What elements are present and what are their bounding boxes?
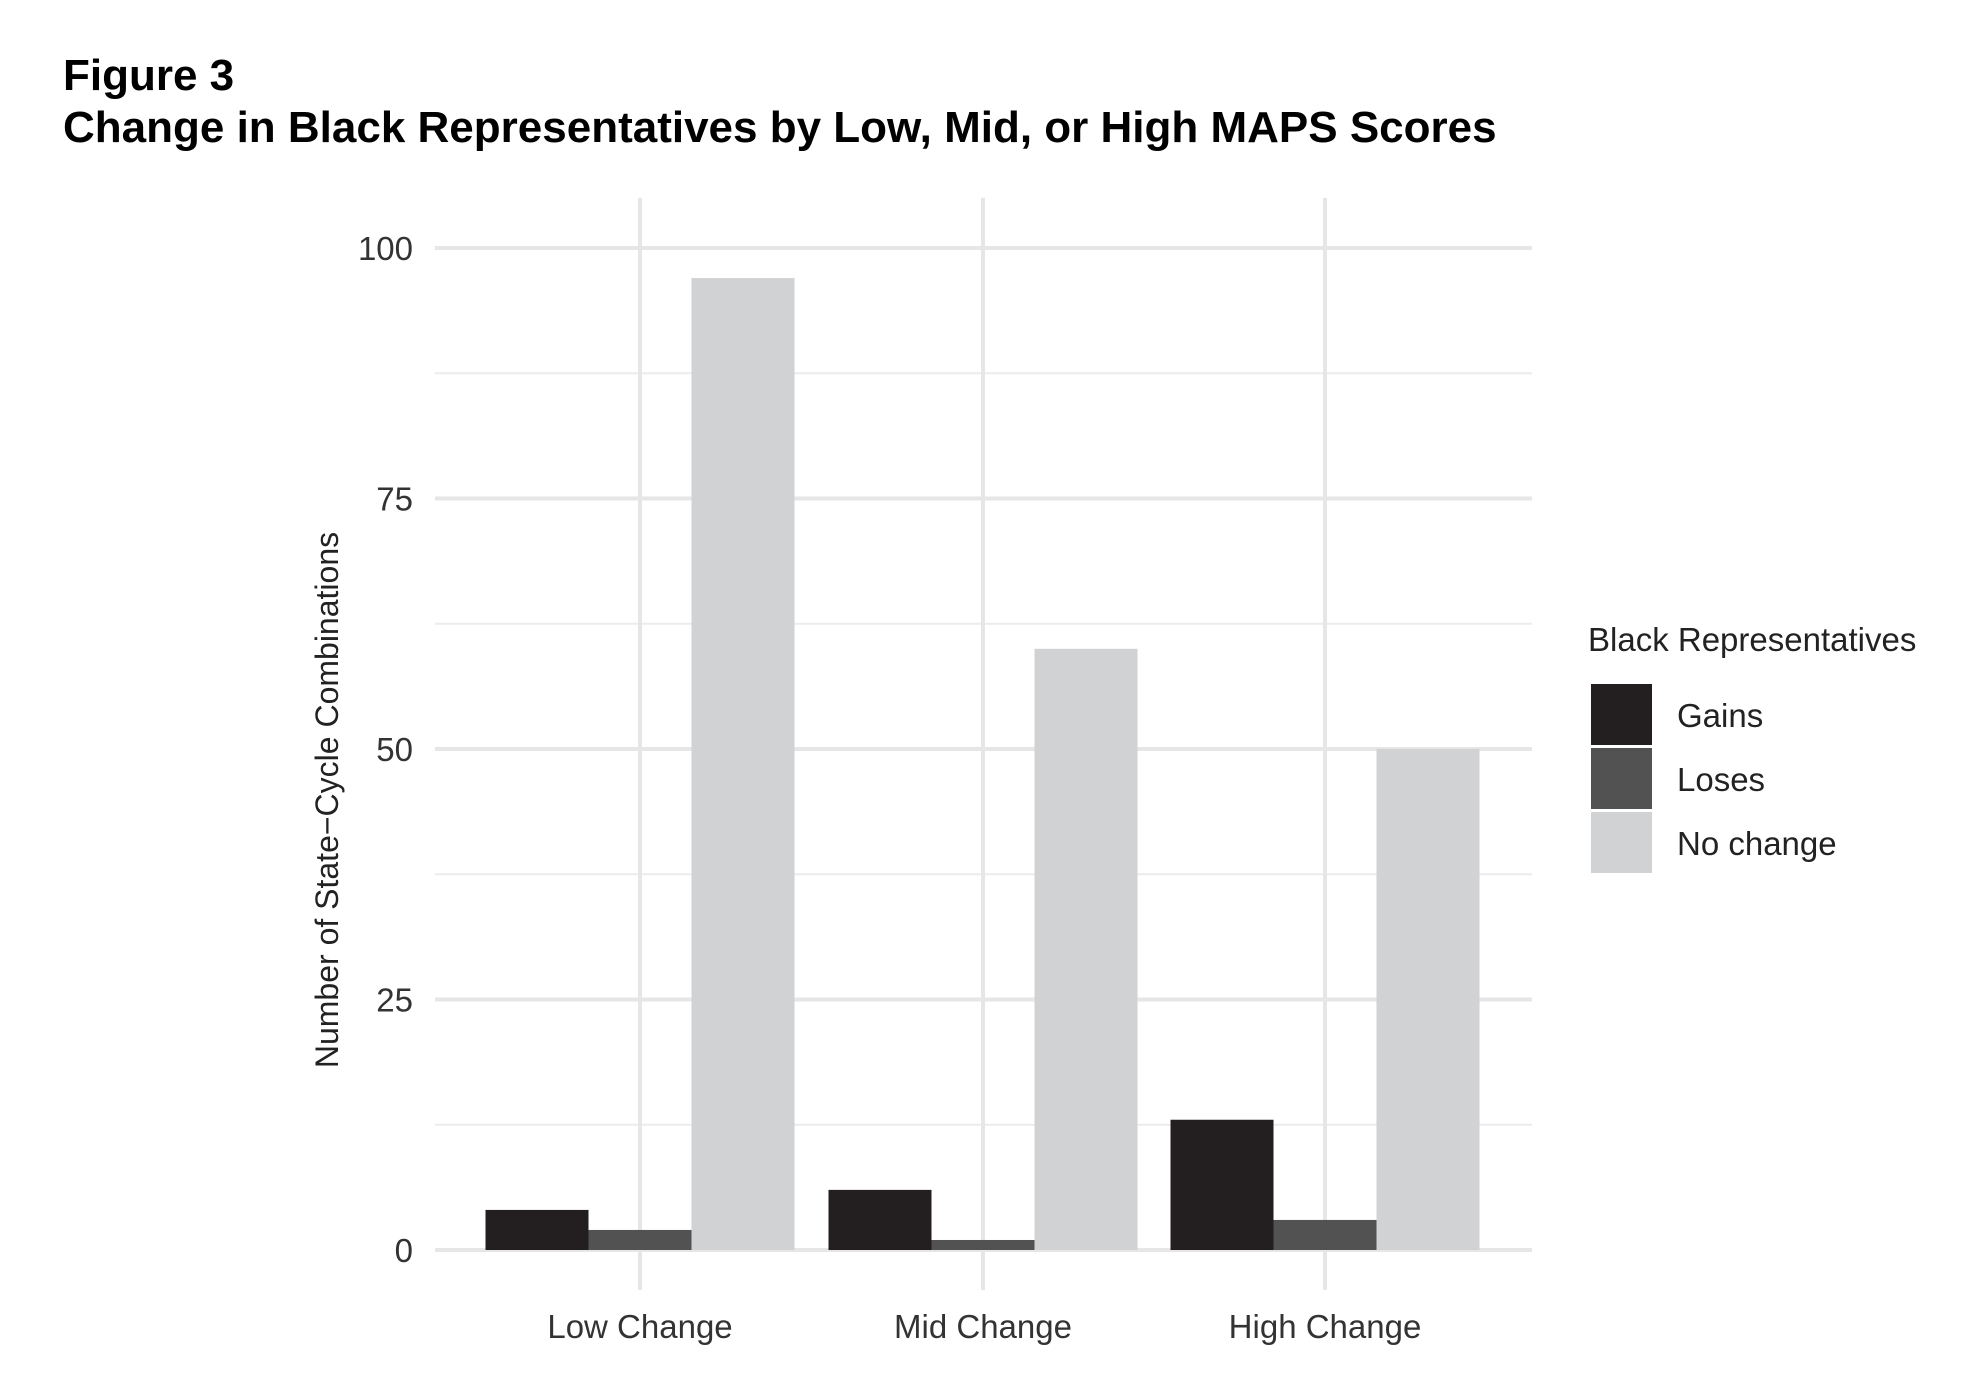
legend: Black Representatives Gains Loses No chang… [1588, 621, 1916, 873]
figure-title: Change in Black Representatives by Low, … [63, 103, 1497, 152]
legend-key-gains [1591, 684, 1652, 745]
bar-low-change-no-change [691, 278, 795, 1250]
x-tick-label-low-change: Low Change [547, 1308, 732, 1345]
bar-high-change-gains [1170, 1119, 1274, 1250]
legend-key-loses [1591, 748, 1652, 809]
y-tick-label: 0 [395, 1232, 413, 1269]
y-tick-label: 25 [376, 982, 413, 1019]
figure-label: Figure 3 [63, 51, 235, 100]
bars [485, 278, 1480, 1250]
y-tick-label: 50 [376, 731, 413, 768]
bar-low-change-gains [485, 1209, 589, 1250]
legend-key-no-change [1591, 812, 1652, 873]
x-tick-labels: Low Change Mid Change High Change [547, 1308, 1421, 1345]
y-tick-label: 75 [376, 481, 413, 518]
y-tick-labels: 0 25 50 75 100 [358, 230, 413, 1269]
x-tick-label-high-change: High Change [1229, 1308, 1422, 1345]
bar-high-change-loses [1273, 1219, 1377, 1250]
bar-mid-change-loses [931, 1239, 1035, 1250]
legend-label-loses: Loses [1677, 761, 1765, 798]
bar-mid-change-gains [828, 1189, 932, 1250]
y-tick-label: 100 [358, 230, 413, 267]
figure-heading: Figure 3 Change in Black Representatives… [63, 50, 1497, 154]
x-tick-label-mid-change: Mid Change [894, 1308, 1072, 1345]
legend-label-no-change: No change [1677, 825, 1837, 862]
bar-low-change-loses [588, 1229, 692, 1250]
legend-title: Black Representatives [1588, 621, 1916, 658]
bar-mid-change-no-change [1034, 648, 1138, 1250]
y-axis-title: Number of State−Cycle Combinations [309, 532, 345, 1068]
legend-label-gains: Gains [1677, 697, 1763, 734]
bar-high-change-no-change [1376, 749, 1480, 1250]
major-gridlines [435, 197, 1532, 1290]
